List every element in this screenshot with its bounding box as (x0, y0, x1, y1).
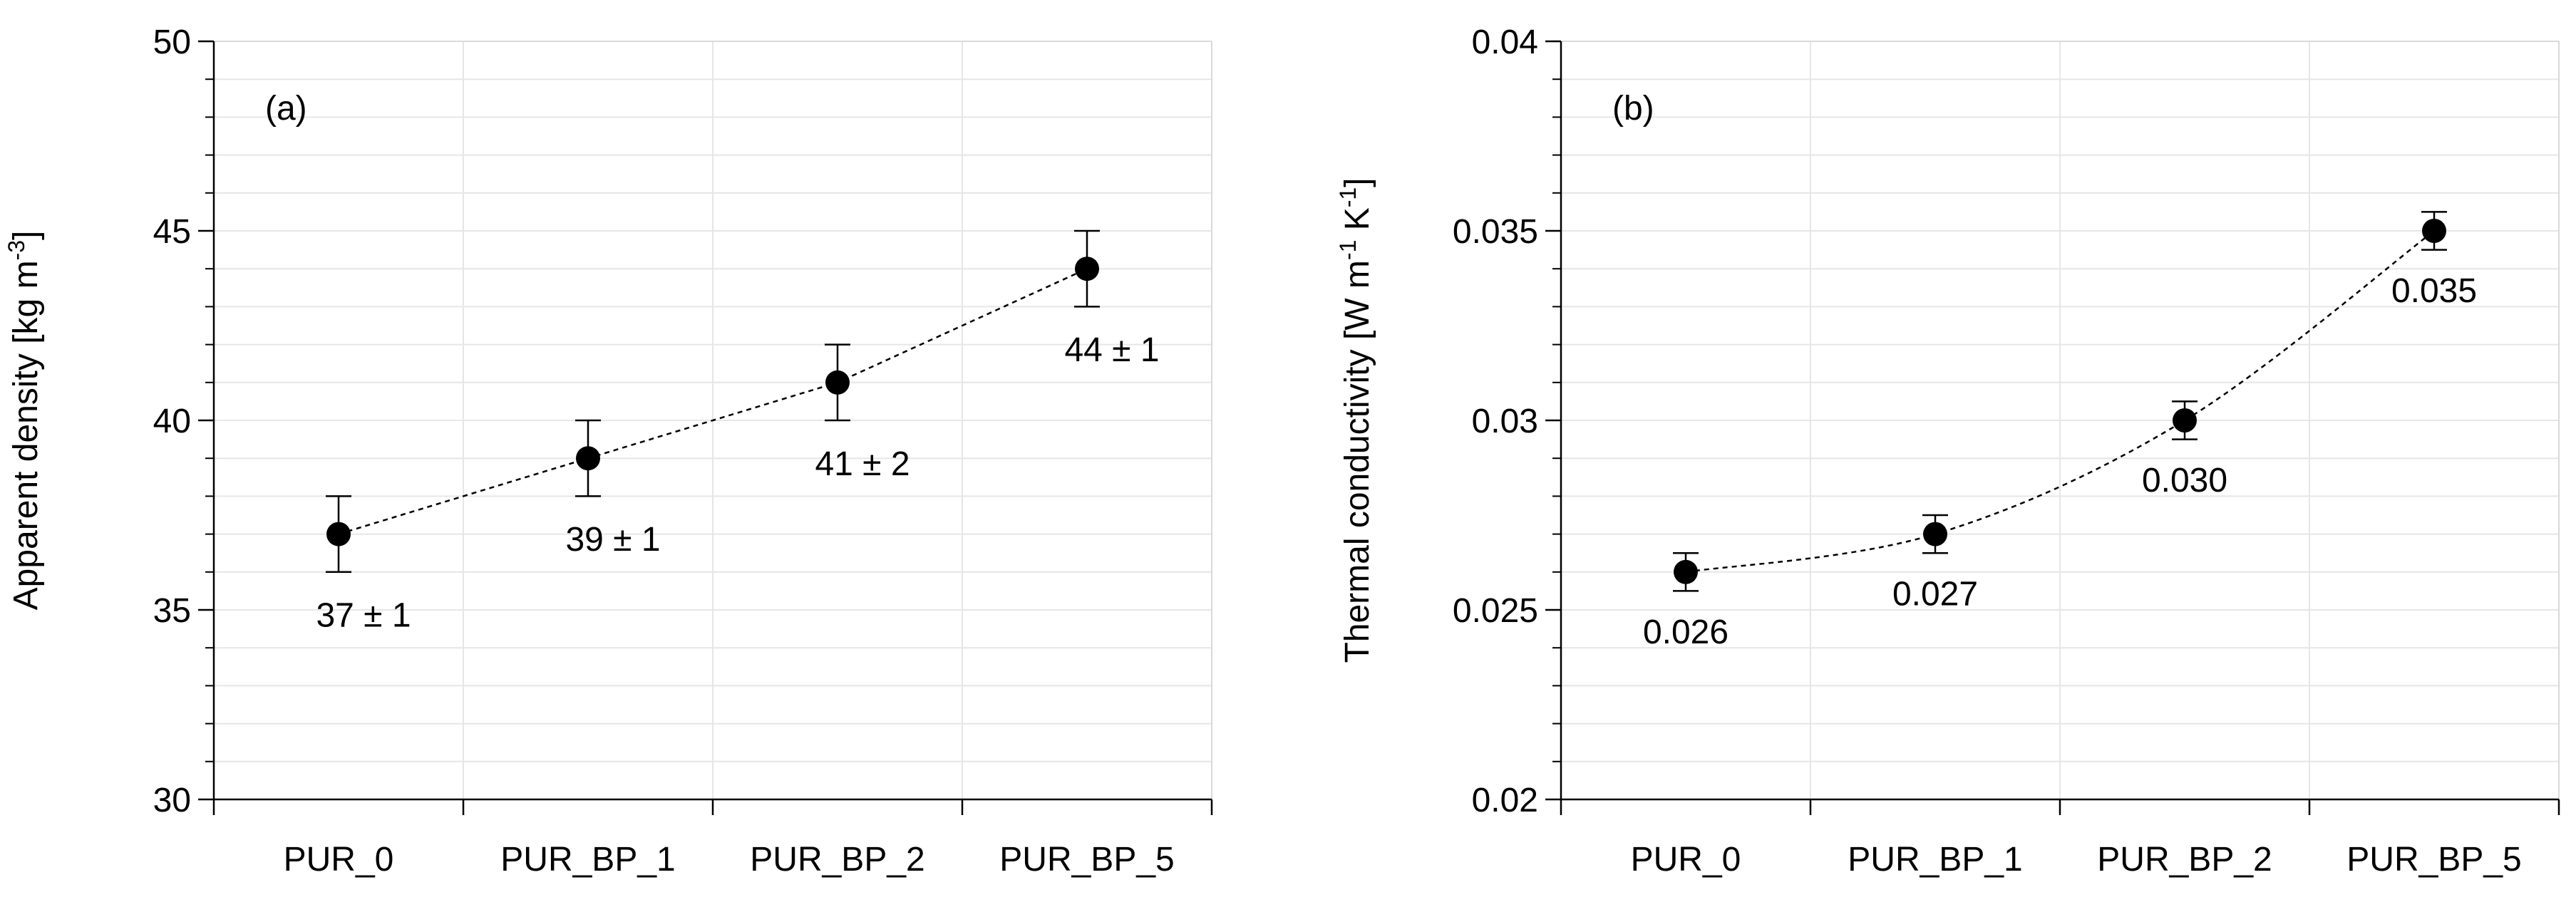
data-point (825, 370, 850, 395)
panel-label: (a) (265, 90, 307, 128)
data-label: 37 ± 1 (316, 597, 411, 635)
x-tick-label: PUR_0 (284, 841, 394, 879)
x-tick-label: PUR_BP_1 (500, 841, 675, 879)
y-tick-label: 0.025 (1453, 592, 1538, 630)
y-tick-label: 0.04 (1472, 24, 1538, 61)
series-line (1685, 230, 2435, 574)
y-axis-title-part: ] (7, 231, 45, 240)
y-axis-title: Thermal conductivity [W m-1 K-1] (1335, 177, 1376, 663)
data-label: 39 ± 1 (565, 521, 660, 559)
y-axis-title-superscript: -3 (4, 240, 29, 260)
data-label: 0.027 (1892, 576, 1978, 613)
data-point (2173, 408, 2197, 432)
data-label: 0.030 (2142, 462, 2227, 499)
y-tick-label: 40 (153, 403, 191, 440)
data-label: 44 ± 1 (1064, 331, 1159, 369)
y-axis-title: Apparent density [kg m-3] (4, 231, 45, 611)
data-label: 0.035 (2391, 272, 2477, 310)
chart-panel-1: 30 35 40 45 50 PUR_0 PUR_BP_1 PUR_BP_2 PUR_BP_5 (… (4, 24, 1213, 879)
chart-panel-2: 0.02 0.025 0.03 0.035 0.04 PUR_0 PUR_BP_1 PUR_B… (1335, 24, 2560, 879)
y-tick-label: 0.02 (1472, 782, 1538, 819)
data-point (1075, 256, 1099, 281)
x-tick-label: PUR_BP_2 (2097, 841, 2272, 879)
data-point (576, 446, 600, 471)
y-tick-label: 35 (153, 592, 191, 630)
y-axis-title-part: Apparent density [kg m (7, 260, 45, 610)
data-point (1674, 559, 1698, 584)
x-tick-label: PUR_0 (1631, 841, 1741, 879)
panel-label: (b) (1612, 90, 1654, 128)
y-tick-label: 50 (153, 24, 191, 61)
y-tick-label: 30 (153, 782, 191, 819)
series-line (338, 268, 1088, 535)
y-axis-title-part: ] (1339, 177, 1376, 187)
x-tick-label: PUR_BP_1 (1848, 841, 2022, 879)
data-point (2422, 219, 2446, 243)
y-tick-label: 45 (153, 213, 191, 251)
y-axis-title-part: K (1339, 207, 1376, 239)
y-axis-title-superscript: -1 (1335, 187, 1361, 207)
y-axis-title-superscript: -1 (1335, 240, 1361, 260)
y-tick-label: 0.03 (1472, 403, 1538, 440)
x-tick-label: PUR_BP_5 (2346, 841, 2521, 879)
data-label: 0.026 (1643, 613, 1729, 651)
data-point (326, 522, 351, 546)
y-tick-label: 0.035 (1453, 213, 1538, 251)
gridlines (1561, 41, 2560, 799)
x-tick-label: PUR_BP_2 (750, 841, 924, 879)
y-axis-title-part: Thermal conductivity [W m (1339, 260, 1376, 663)
x-tick-label: PUR_BP_5 (999, 841, 1174, 879)
data-point (1923, 522, 1947, 546)
data-label: 41 ± 2 (815, 445, 910, 483)
